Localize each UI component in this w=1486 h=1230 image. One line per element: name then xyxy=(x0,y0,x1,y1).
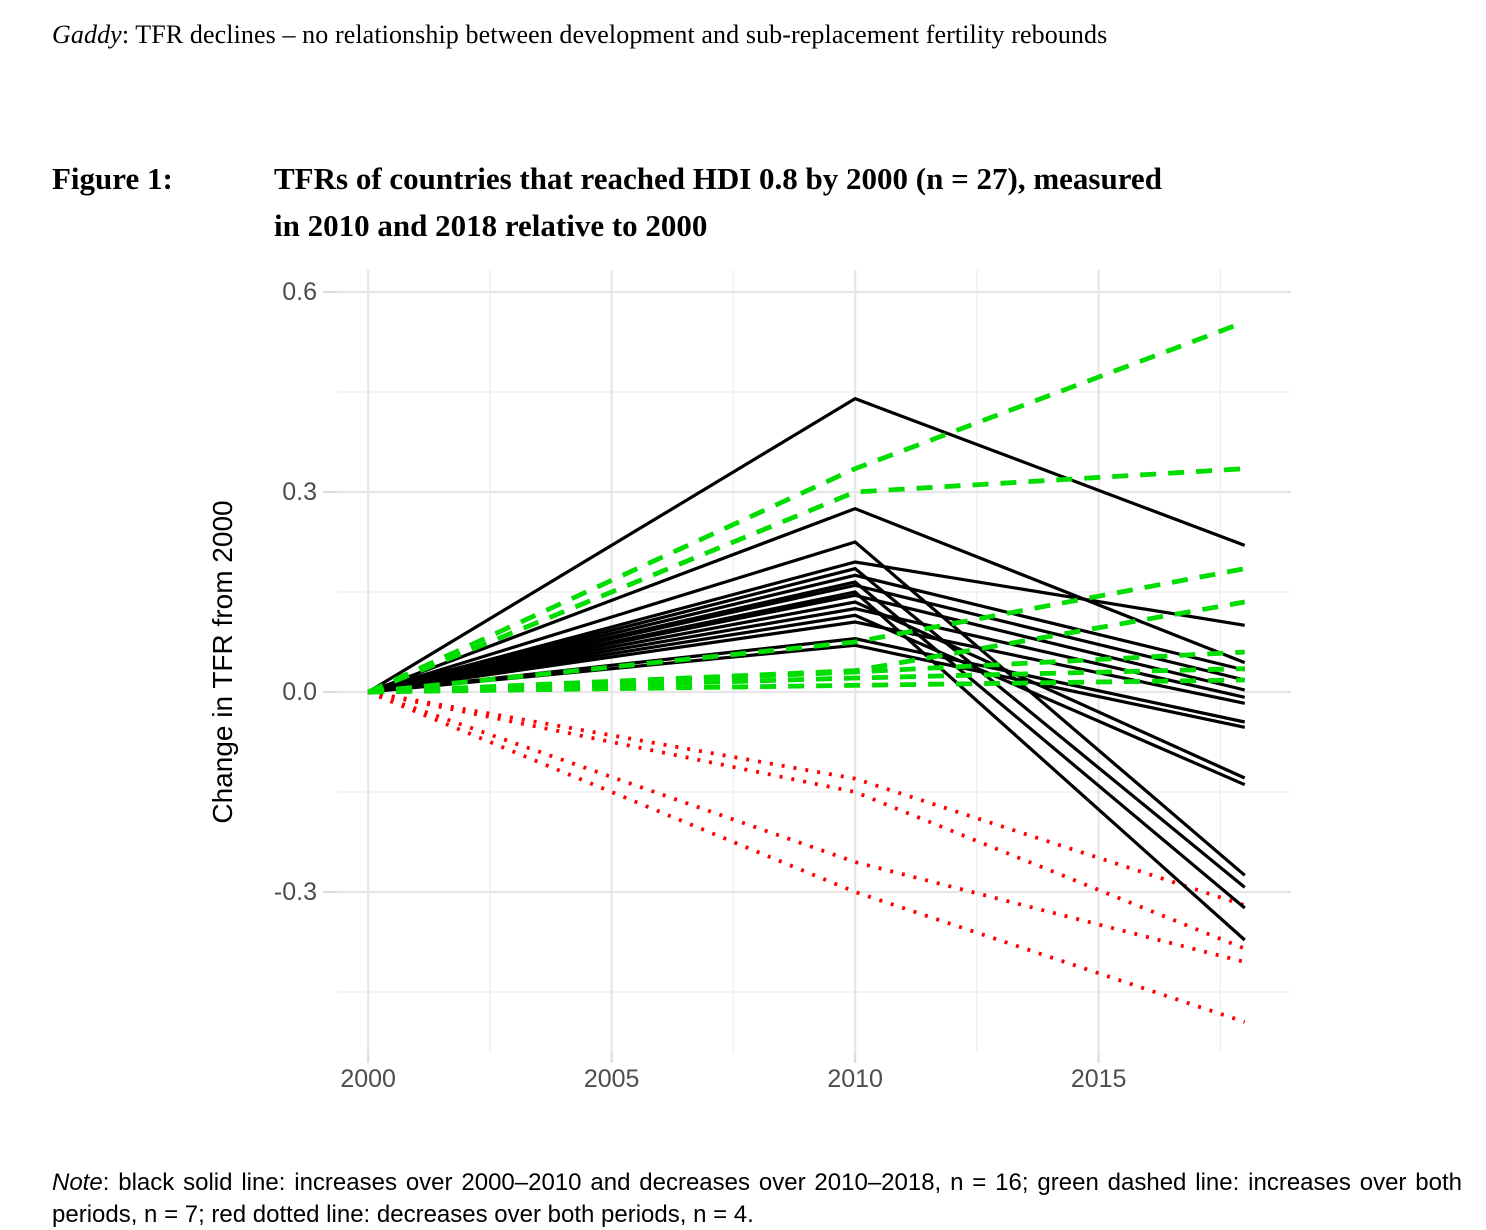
running-head: Gaddy: TFR declines – no relationship be… xyxy=(52,20,1452,50)
figure-label: Figure 1: xyxy=(52,161,173,196)
series-black-solid-3 xyxy=(367,540,1246,877)
x-tick-label: 2010 xyxy=(827,1065,883,1093)
series-red-dotted-4 xyxy=(367,690,1246,1024)
figure-caption: Figure 1: TFRs of countries that reached… xyxy=(52,155,1434,249)
series-black-solid-12 xyxy=(367,607,1246,699)
series-red-dotted-2 xyxy=(367,690,1246,951)
series-green-dashed-6 xyxy=(368,666,1245,695)
y-tick-label: -0.3 xyxy=(274,878,317,906)
y-tick-label: 0.6 xyxy=(282,278,317,306)
series-black-solid-2 xyxy=(367,506,1246,694)
series-black-solid-14 xyxy=(367,620,1246,705)
series-green-dashed-5 xyxy=(368,649,1245,695)
series-black-solid-1 xyxy=(367,396,1246,694)
series-black-solid-5 xyxy=(367,566,1246,889)
figure-title-line2: in 2010 and 2018 relative to 2000 xyxy=(274,208,708,243)
series-black-solid-10 xyxy=(367,593,1246,694)
note-prefix: Note xyxy=(52,1169,103,1196)
series-green-dashed-3 xyxy=(367,566,1246,695)
series-black-solid-13 xyxy=(367,613,1246,787)
figure-1-chart-area: 2000 2005 2010 2015 0.6 0.3 0.0 -0.3 Change in T… xyxy=(207,270,1291,1093)
series-black-solid-8 xyxy=(367,583,1246,694)
series-green-dashed-1 xyxy=(367,319,1246,695)
series-green-dashed-2 xyxy=(367,466,1245,695)
series-black-solid-11 xyxy=(367,600,1246,780)
x-tick-label: 2005 xyxy=(584,1065,640,1093)
x-tick-label: 2015 xyxy=(1071,1065,1127,1093)
series-red-dotted-1 xyxy=(367,690,1246,908)
series-black-solid-4 xyxy=(367,560,1245,694)
series-black-solid-6 xyxy=(367,573,1246,694)
y-axis-title: Change in TFR from 2000 xyxy=(207,500,238,823)
tfr-line-chart: 2000 2005 2010 2015 0.6 0.3 0.0 -0.3 Change in T… xyxy=(207,270,1291,1093)
series-green-dashed-7 xyxy=(368,677,1245,695)
y-tick-label: 0.0 xyxy=(282,678,317,706)
figure-title: TFRs of countries that reached HDI 0.8 b… xyxy=(274,155,1434,249)
figure-title-line1: TFRs of countries that reached HDI 0.8 b… xyxy=(274,161,1162,196)
author-name: Gaddy xyxy=(52,20,122,49)
note-body: : black solid line: increases over 2000–… xyxy=(52,1169,1462,1228)
figure-note: Note: black solid line: increases over 2… xyxy=(52,1167,1462,1230)
running-head-text: : TFR declines – no relationship between… xyxy=(121,20,1108,49)
series-black-solid-16 xyxy=(368,643,1246,729)
series-black-solid-15 xyxy=(367,637,1246,724)
y-tick-label: 0.3 xyxy=(282,478,317,506)
x-tick-label: 2000 xyxy=(340,1065,396,1093)
series-red-dotted-3 xyxy=(367,690,1246,964)
